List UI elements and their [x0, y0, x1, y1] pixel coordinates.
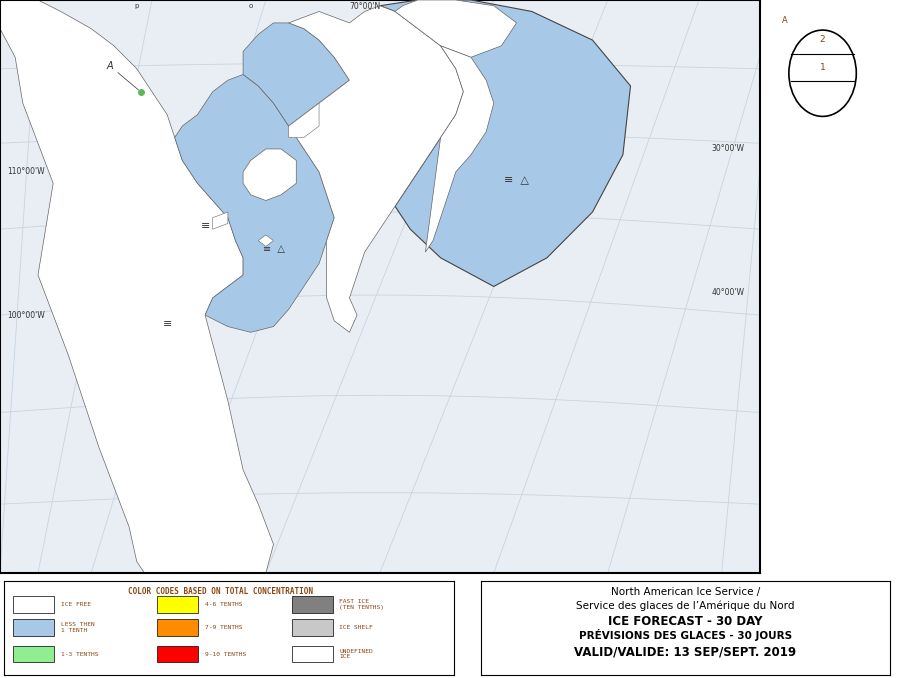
Text: 2: 2 — [820, 35, 825, 44]
Text: Service des glaces de l’Amérique du Nord: Service des glaces de l’Amérique du Nord — [576, 600, 795, 611]
Text: ≡: ≡ — [163, 319, 172, 329]
Text: ≡: ≡ — [200, 221, 209, 231]
Polygon shape — [243, 23, 350, 126]
Text: VALID/VALIDE: 13 SEP/SEPT. 2019: VALID/VALIDE: 13 SEP/SEPT. 2019 — [574, 645, 797, 658]
Text: ≡  △: ≡ △ — [263, 244, 284, 254]
Text: A: A — [782, 16, 788, 25]
Text: 9-10 TENTHS: 9-10 TENTHS — [205, 652, 245, 656]
Text: ICE SHELF: ICE SHELF — [340, 625, 373, 631]
Text: ≡  △: ≡ △ — [504, 176, 529, 185]
Text: 30°00'W: 30°00'W — [711, 144, 744, 153]
Bar — [292, 645, 333, 662]
Text: FAST ICE
(TEN TENTHS): FAST ICE (TEN TENTHS) — [340, 599, 385, 610]
Bar — [13, 596, 54, 613]
Bar — [13, 645, 54, 662]
Text: COLOR CODES BASED ON TOTAL CONCENTRATION: COLOR CODES BASED ON TOTAL CONCENTRATION — [128, 586, 313, 596]
Text: ICE FREE: ICE FREE — [60, 602, 91, 607]
Text: 1: 1 — [820, 64, 825, 73]
Bar — [292, 620, 333, 636]
Polygon shape — [258, 235, 273, 246]
Text: LESS THEN
1 TENTH: LESS THEN 1 TENTH — [60, 622, 94, 633]
Text: UNDEFINED
ICE: UNDEFINED ICE — [340, 649, 373, 660]
Text: 70°00'N: 70°00'N — [349, 3, 380, 12]
Text: ICE FORECAST - 30 DAY: ICE FORECAST - 30 DAY — [609, 615, 762, 628]
Bar — [157, 645, 198, 662]
Polygon shape — [243, 149, 297, 201]
Text: 100°00'W: 100°00'W — [7, 311, 45, 319]
Text: 1-3 TENTHS: 1-3 TENTHS — [60, 652, 98, 656]
Bar — [157, 620, 198, 636]
Text: o: o — [248, 3, 253, 9]
Bar — [292, 596, 333, 613]
Bar — [13, 620, 54, 636]
Text: North American Ice Service /: North American Ice Service / — [610, 587, 761, 597]
Polygon shape — [379, 0, 630, 287]
Text: 4-6 TENTHS: 4-6 TENTHS — [205, 602, 242, 607]
Text: PRÉVISIONS DES GLACES - 30 JOURS: PRÉVISIONS DES GLACES - 30 JOURS — [579, 629, 792, 641]
Ellipse shape — [789, 30, 857, 117]
Text: p: p — [135, 3, 139, 9]
Text: 40°00'W: 40°00'W — [711, 287, 744, 297]
Polygon shape — [289, 5, 463, 332]
Text: 110°00'W: 110°00'W — [7, 167, 45, 176]
Polygon shape — [213, 212, 228, 229]
Polygon shape — [289, 103, 319, 138]
Polygon shape — [174, 75, 334, 332]
Bar — [157, 596, 198, 613]
Polygon shape — [425, 46, 494, 252]
Polygon shape — [395, 0, 517, 57]
Text: 7-9 TENTHS: 7-9 TENTHS — [205, 625, 242, 631]
Text: A: A — [106, 61, 138, 90]
Polygon shape — [0, 0, 273, 573]
